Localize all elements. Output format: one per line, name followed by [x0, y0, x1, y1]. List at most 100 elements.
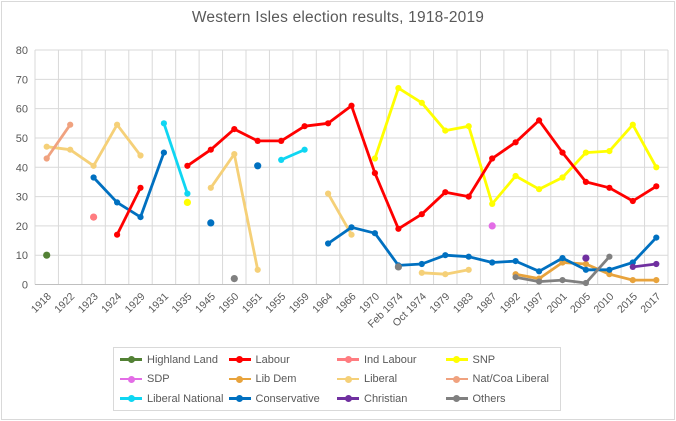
x-tick-label: 1935	[170, 291, 195, 316]
x-tick-label: 2001	[545, 291, 570, 316]
legend-item-labour: Labour	[229, 351, 338, 369]
x-tick-label: 1918	[29, 291, 54, 316]
data-point-labour	[442, 189, 448, 195]
x-tick-label: 1951	[240, 291, 265, 316]
legend-item-others: Others	[446, 390, 555, 408]
data-point-labour	[302, 123, 308, 129]
data-point-christian	[630, 264, 636, 270]
legend-label-christian: Christian	[364, 393, 407, 405]
data-point-snp	[536, 186, 542, 192]
y-tick-label: 40	[16, 162, 28, 174]
data-point-snp	[466, 123, 472, 129]
x-tick-label: 1945	[193, 291, 218, 316]
data-point-conservative	[536, 268, 542, 274]
legend-label-nat-coa-liberal: Nat/Coa Liberal	[473, 373, 549, 385]
legend-swatch-ind-labour	[337, 358, 359, 361]
data-point-conservative	[442, 252, 448, 258]
y-tick-label: 70	[16, 74, 28, 86]
data-point-labour	[231, 126, 237, 132]
data-point-others	[559, 277, 565, 283]
legend: Highland LandLabourInd LabourSNPSDPLib D…	[113, 347, 561, 411]
data-point-conservative	[419, 261, 425, 267]
x-tick-label: 1987	[474, 291, 499, 316]
x-tick-label: 1922	[52, 291, 77, 316]
legend-item-nat-coa-liberal: Nat/Coa Liberal	[446, 370, 555, 388]
legend-label-sdp: SDP	[147, 373, 170, 385]
legend-label-lib-dem: Lib Dem	[256, 373, 297, 385]
data-point-lib-dem	[583, 261, 589, 267]
data-point-snp	[442, 128, 448, 134]
legend-marker-others	[453, 395, 460, 402]
legend-item-ind-labour: Ind Labour	[337, 351, 446, 369]
data-point-snp	[419, 100, 425, 106]
legend-swatch-conservative	[229, 397, 251, 400]
data-point-sdp	[489, 222, 496, 229]
data-point-conservative	[137, 214, 143, 220]
data-point-liberal	[91, 163, 97, 169]
legend-marker-lib-dem	[236, 376, 243, 383]
x-tick-label: 1966	[334, 291, 359, 316]
x-tick-label: 1983	[451, 291, 476, 316]
data-point-liberal-national	[184, 191, 190, 197]
legend-swatch-others	[446, 397, 468, 400]
y-tick-label: 10	[16, 250, 28, 262]
legend-label-highland-land: Highland Land	[147, 354, 218, 366]
legend-marker-snp	[453, 356, 460, 363]
data-point-labour	[489, 155, 495, 161]
x-tick-label: 1992	[498, 291, 523, 316]
data-point-conservative	[91, 174, 97, 180]
legend-item-highland-land: Highland Land	[120, 351, 229, 369]
legend-marker-highland-land	[128, 356, 135, 363]
legend-marker-ind-labour	[345, 356, 352, 363]
data-point-liberal-national	[278, 157, 284, 163]
legend-marker-christian	[345, 395, 352, 402]
data-point-lib-dem	[630, 277, 636, 283]
legend-marker-liberal	[345, 376, 352, 383]
legend-swatch-labour	[229, 358, 251, 361]
data-point-lib-dem	[653, 277, 659, 283]
data-point-others	[583, 280, 589, 286]
data-point-labour	[184, 163, 190, 169]
data-point-labour	[536, 117, 542, 123]
x-tick-label: 1955	[263, 291, 288, 316]
data-point-labour	[114, 232, 120, 238]
x-tick-label: 2015	[615, 291, 640, 316]
data-point-highland-land	[43, 252, 50, 259]
data-point-snp	[630, 122, 636, 128]
x-tick-label: 1959	[287, 291, 312, 316]
data-point-snp	[489, 201, 495, 207]
legend-item-lib-dem: Lib Dem	[229, 370, 338, 388]
data-point-conservative	[348, 224, 354, 230]
legend-item-conservative: Conservative	[229, 390, 338, 408]
legend-swatch-highland-land	[120, 358, 142, 361]
legend-label-liberal-national: Liberal National	[147, 393, 223, 405]
series-highland-land	[43, 252, 50, 259]
data-point-nat-coa-liberal	[44, 155, 50, 161]
data-point-labour	[513, 139, 519, 145]
legend-swatch-sdp	[120, 378, 142, 381]
y-tick-label: 60	[16, 104, 28, 116]
data-point-liberal	[419, 270, 425, 276]
legend-label-others: Others	[473, 393, 506, 405]
data-point-conservative	[372, 230, 378, 236]
data-point-labour	[559, 150, 565, 156]
legend-label-ind-labour: Ind Labour	[364, 354, 417, 366]
data-point-conservative	[653, 235, 659, 241]
x-tick-label: 1923	[76, 291, 101, 316]
legend-item-liberal: Liberal	[337, 370, 446, 388]
x-tick-label: 1979	[427, 291, 452, 316]
data-point-labour	[653, 183, 659, 189]
data-point-conservative	[114, 199, 120, 205]
data-point-christian	[582, 255, 589, 262]
data-point-liberal-national	[161, 120, 167, 126]
series-line-snp	[375, 88, 656, 204]
legend-marker-nat-coa-liberal	[453, 376, 460, 383]
data-point-liberal	[67, 147, 73, 153]
legend-swatch-liberal	[337, 378, 359, 381]
data-point-labour	[278, 138, 284, 144]
data-point-conservative	[325, 240, 331, 246]
legend-item-christian: Christian	[337, 390, 446, 408]
legend-label-liberal: Liberal	[364, 373, 397, 385]
data-point-conservative	[583, 267, 589, 273]
y-tick-label: 80	[16, 45, 28, 57]
